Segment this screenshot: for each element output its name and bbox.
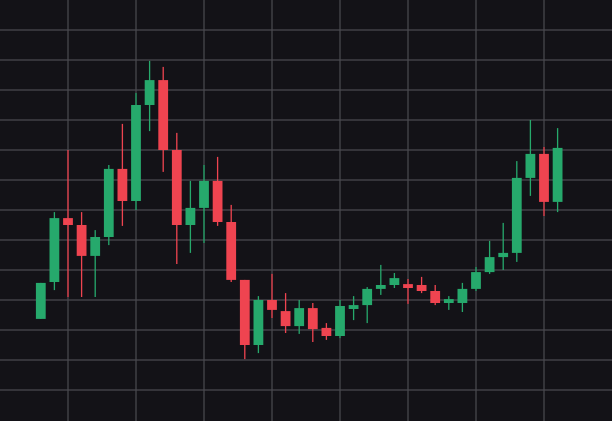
candle-body: [90, 237, 101, 256]
candle-body: [362, 288, 373, 306]
candle-body: [158, 80, 169, 150]
candle-body: [375, 285, 386, 289]
candle-body: [457, 288, 468, 303]
candle-body: [49, 218, 60, 282]
candle-body: [443, 299, 454, 303]
candle-body: [185, 207, 196, 225]
candle-body: [76, 225, 87, 256]
candle-body: [321, 327, 332, 336]
candle-body: [144, 80, 155, 105]
candle-body: [103, 168, 114, 237]
candle-body: [430, 291, 441, 303]
candle-body: [239, 279, 250, 345]
candle-body: [525, 153, 536, 178]
candle-body: [63, 218, 73, 225]
candle-body: [253, 300, 264, 345]
candle-body: [348, 305, 359, 309]
candle-body: [35, 282, 46, 319]
candle-body: [416, 285, 427, 291]
candle-body: [389, 278, 400, 285]
candle-body: [131, 105, 141, 201]
candle-body: [511, 177, 522, 253]
candle-body: [552, 147, 563, 202]
candle-body: [403, 284, 413, 288]
candle-body: [280, 311, 291, 327]
candle-body: [226, 222, 237, 280]
candle-body: [484, 257, 495, 273]
candle-body: [199, 180, 209, 208]
candle-body: [212, 180, 223, 222]
candle-body: [117, 168, 128, 201]
candle-body: [498, 252, 509, 258]
candle-body: [539, 153, 549, 202]
candle-body: [307, 308, 318, 330]
candle-body: [267, 300, 277, 310]
candle-body: [471, 272, 481, 289]
candle-body: [294, 308, 305, 327]
candle-body: [171, 150, 182, 225]
candle-body: [335, 306, 345, 336]
